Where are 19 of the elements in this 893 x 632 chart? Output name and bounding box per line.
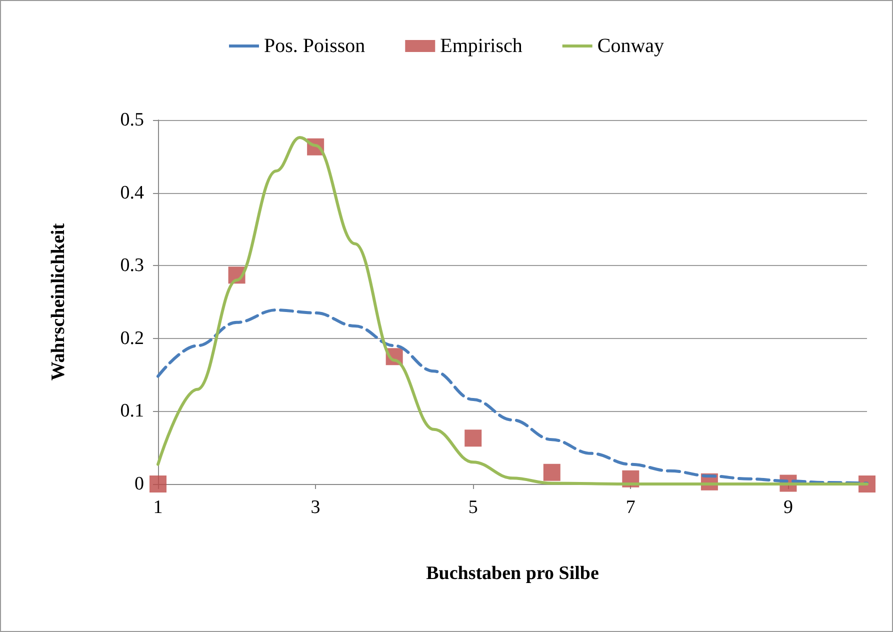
x-axis-title: Buchstaben pro Silbe	[426, 563, 599, 584]
point	[543, 464, 560, 481]
y-tick-label: 0	[134, 474, 144, 494]
point	[464, 430, 482, 447]
point	[150, 476, 166, 492]
y-tick-label: 0.5	[120, 110, 144, 130]
y-tick-label: 0.1	[120, 400, 144, 422]
y-tick-label: 0.3	[120, 255, 144, 276]
y-axis-title: Wahrscheinlichkeit	[48, 222, 69, 381]
x-tick-label: 9	[783, 497, 793, 518]
y-tick-label: 0.4	[120, 182, 144, 204]
x-tick-label: 1	[153, 497, 163, 518]
legend-label: Pos. Poisson	[264, 35, 366, 57]
legend-label: Empirisch	[440, 35, 522, 57]
legend-label: Conway	[597, 35, 664, 57]
x-tick-label: 7	[626, 497, 636, 518]
x-tick-label: 5	[468, 497, 478, 518]
x-tick-label: 3	[310, 497, 320, 518]
y-tick-label: 0.2	[120, 328, 144, 349]
